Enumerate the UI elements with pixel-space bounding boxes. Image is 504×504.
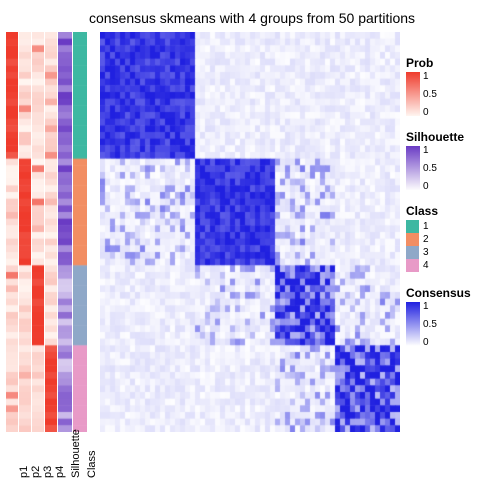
tick-label: 1 (423, 146, 429, 156)
xlabel-p3: p3 (42, 466, 54, 478)
xlabel-Class: Class (86, 450, 98, 478)
tick-label: 0 (423, 108, 429, 118)
gradient-bar (406, 302, 420, 346)
annotation-p4 (45, 32, 57, 432)
annotation-Silhouette (58, 32, 72, 432)
tick-label: 0 (423, 182, 429, 192)
legend-title: Class (406, 204, 501, 218)
swatch-label: 1 (423, 221, 429, 232)
annotation-Class (73, 32, 87, 432)
tick-label: 0 (423, 338, 429, 348)
xlabel-p2: p2 (30, 466, 42, 478)
legend-class: Class 1 2 3 4 (406, 204, 501, 272)
legend-title: Consensus (406, 286, 501, 300)
legend-panel: Prob 1 0.5 0 Silhouette 1 0.5 0 Class 1 2 3 4 Consens… (406, 56, 501, 360)
swatch-label: 2 (423, 234, 429, 245)
chart-title: consensus skmeans with 4 groups from 50 … (0, 10, 504, 26)
legend-consensus: Consensus 1 0.5 0 (406, 286, 501, 346)
annotation-tracks (6, 32, 96, 432)
legend-title: Prob (406, 56, 501, 70)
gradient-bar (406, 72, 420, 116)
gradient-bar (406, 146, 420, 190)
tick-label: 1 (423, 302, 429, 312)
swatch (406, 246, 419, 259)
legend-item: 4 (406, 259, 501, 272)
legend-prob: Prob 1 0.5 0 (406, 56, 501, 116)
swatch (406, 259, 419, 272)
tick-label: 0.5 (423, 320, 437, 330)
annotation-p1 (6, 32, 18, 432)
swatch (406, 233, 419, 246)
legend-item: 1 (406, 220, 501, 233)
swatch (406, 220, 419, 233)
tick-label: 1 (423, 72, 429, 82)
legend-title: Silhouette (406, 130, 501, 144)
consensus-heatmap (100, 32, 400, 432)
xlabel-p4: p4 (54, 466, 66, 478)
xlabel-Silhouette: Silhouette (70, 429, 82, 478)
xlabel-p1: p1 (18, 466, 30, 478)
tick-label: 0.5 (423, 90, 437, 100)
legend-item: 3 (406, 246, 501, 259)
tick-label: 0.5 (423, 164, 437, 174)
legend-silhouette: Silhouette 1 0.5 0 (406, 130, 501, 190)
annotation-p3 (32, 32, 44, 432)
legend-item: 2 (406, 233, 501, 246)
swatch-label: 4 (423, 260, 429, 271)
annotation-x-labels: p1p2p3p4SilhouetteClass (6, 434, 96, 494)
annotation-p2 (19, 32, 31, 432)
swatch-label: 3 (423, 247, 429, 258)
